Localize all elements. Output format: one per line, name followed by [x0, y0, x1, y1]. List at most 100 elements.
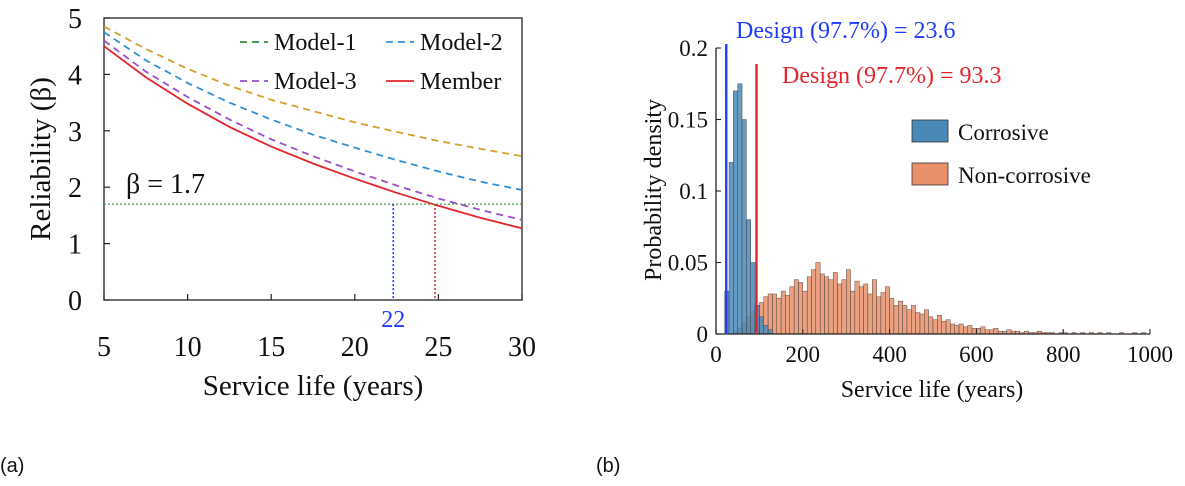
histogram-bar-non-corrosive — [889, 298, 895, 335]
chart-b-x-axis-label: Service life (years) — [841, 377, 1024, 403]
histogram-bar-non-corrosive — [915, 312, 921, 335]
series-line-member — [103, 45, 523, 230]
histogram-bar-non-corrosive — [859, 286, 864, 335]
histogram-bar-non-corrosive — [819, 273, 825, 335]
histogram-bar-non-corrosive — [846, 269, 851, 335]
histogram-bar-non-corrosive — [924, 309, 929, 335]
x-tick-label: 10 — [174, 332, 202, 363]
histogram-bar-non-corrosive — [776, 298, 782, 335]
histogram-bar-non-corrosive — [828, 279, 834, 335]
x-tick-label: 800 — [1046, 342, 1081, 367]
histogram-bar-corrosive — [759, 316, 764, 335]
histogram-bar-non-corrosive — [772, 293, 777, 335]
chart-b-histogram-bars — [724, 83, 1146, 335]
x-tick-label: 400 — [872, 342, 907, 367]
histogram-bar-corrosive — [763, 325, 769, 335]
chart-a-plot-frame — [103, 17, 523, 301]
histogram-bar-corrosive — [728, 162, 734, 335]
legend-label-model-2: Model-2 — [420, 30, 503, 56]
histogram-bar-non-corrosive — [824, 276, 830, 335]
histogram-bar-non-corrosive — [911, 305, 916, 335]
histogram-bar-non-corrosive — [832, 272, 838, 335]
x-tick-label: 25 — [424, 332, 452, 363]
histogram-bar-non-corrosive — [885, 286, 890, 335]
series-line-model-1 — [103, 25, 523, 158]
x-tick-label: 5 — [97, 332, 111, 363]
histogram-bar-non-corrosive — [945, 319, 951, 335]
panel-label-a: (a) — [0, 455, 25, 477]
histogram-bar-non-corrosive — [802, 290, 808, 335]
x-tick-label: 1000 — [1127, 342, 1173, 367]
chart-a-x-ticks: 5 10 15 20 25 30 — [97, 294, 536, 363]
histogram-bar-non-corrosive — [837, 283, 843, 335]
histogram-bar-non-corrosive — [850, 290, 856, 335]
histogram-bar-non-corrosive — [789, 286, 795, 335]
chart-a-legend: Model-1 Model-2 Model-3 Member — [240, 30, 503, 95]
y-tick-label: 0.2 — [679, 36, 708, 61]
histogram-bar-corrosive — [737, 83, 743, 335]
chart-b-annotations: Design (97.7%) = 23.6 Design (97.7%) = 93… — [725, 18, 1002, 334]
histogram-bar-corrosive — [746, 219, 751, 335]
legend-label-member: Member — [420, 69, 501, 95]
histogram-bar-non-corrosive — [815, 262, 821, 335]
chart-a-x-axis-label: Service life (years) — [203, 370, 424, 402]
histogram-bar-non-corrosive — [798, 282, 804, 335]
histogram-bar-non-corrosive — [993, 328, 999, 335]
panel-label-b: (b) — [596, 455, 621, 477]
histogram-bar-non-corrosive — [941, 320, 947, 335]
legend-swatch-corrosive — [911, 119, 949, 143]
y-tick-label: 0.05 — [668, 251, 708, 276]
chart-b-legend: Corrosive Non-corrosive — [911, 119, 1091, 188]
histogram-bar-non-corrosive — [793, 279, 799, 335]
marker-label-blue: 22 — [381, 307, 405, 333]
chart-a-y-axis-label: Reliability (β) — [25, 77, 57, 241]
chart-b: 0 0.05 0.1 0.15 0.2 0 200 400 600 800 1000 Design… — [641, 18, 1173, 403]
histogram-bar-non-corrosive — [980, 326, 986, 335]
x-tick-label: 15 — [257, 332, 285, 363]
histogram-bar-non-corrosive — [954, 325, 960, 335]
histogram-bar-non-corrosive — [898, 300, 903, 335]
histogram-bar-non-corrosive — [863, 283, 869, 335]
histogram-bar-corrosive — [741, 119, 747, 335]
chart-a-series — [103, 25, 523, 230]
y-tick-label: 0.1 — [679, 179, 708, 204]
chart-b-x-ticks: 0 200 400 600 800 1000 — [710, 329, 1173, 367]
histogram-bar-non-corrosive — [937, 315, 942, 335]
legend-label-non-corrosive: Non-corrosive — [958, 163, 1091, 188]
y-tick-label: 1 — [68, 230, 82, 261]
x-tick-label: 600 — [959, 342, 994, 367]
histogram-bar-non-corrosive — [841, 279, 847, 335]
y-tick-label: 0 — [697, 322, 709, 347]
series-line-model-2 — [103, 31, 523, 191]
series-line-model-3 — [103, 39, 523, 221]
histogram-bar-non-corrosive — [806, 276, 812, 335]
histogram-bar-non-corrosive — [902, 305, 908, 335]
histogram-bar-non-corrosive — [967, 325, 973, 335]
histogram-bar-non-corrosive — [950, 323, 955, 335]
y-tick-label: 2 — [68, 173, 82, 204]
y-tick-label: 4 — [68, 60, 82, 91]
x-tick-label: 20 — [341, 332, 369, 363]
histogram-bar-non-corrosive — [958, 323, 964, 335]
histogram-bar-non-corrosive — [932, 319, 938, 335]
threshold-label: β = 1.7 — [126, 169, 205, 200]
y-tick-label: 0 — [68, 286, 82, 317]
histogram-bar-non-corrosive — [867, 293, 873, 335]
chart-b-y-axis-label: Probability density — [641, 99, 667, 281]
histogram-bar-non-corrosive — [872, 279, 877, 335]
x-tick-label: 200 — [786, 342, 821, 367]
histogram-bar-non-corrosive — [971, 328, 977, 335]
histogram-bar-corrosive — [750, 262, 756, 335]
histogram-bar-non-corrosive — [919, 313, 925, 335]
design-label-corrosive: Design (97.7%) = 23.6 — [736, 18, 956, 44]
legend-swatch-non-corrosive — [911, 162, 949, 186]
chart-a-y-ticks: 0 1 2 3 4 5 — [68, 4, 110, 317]
x-tick-label: 30 — [508, 332, 536, 363]
histogram-bar-non-corrosive — [876, 296, 882, 335]
histogram-bar-non-corrosive — [854, 280, 860, 335]
legend-label-model-3: Model-3 — [274, 69, 357, 95]
histogram-bar-non-corrosive — [906, 309, 912, 335]
chart-b-y-ticks: 0 0.05 0.1 0.15 0.2 — [668, 36, 721, 347]
